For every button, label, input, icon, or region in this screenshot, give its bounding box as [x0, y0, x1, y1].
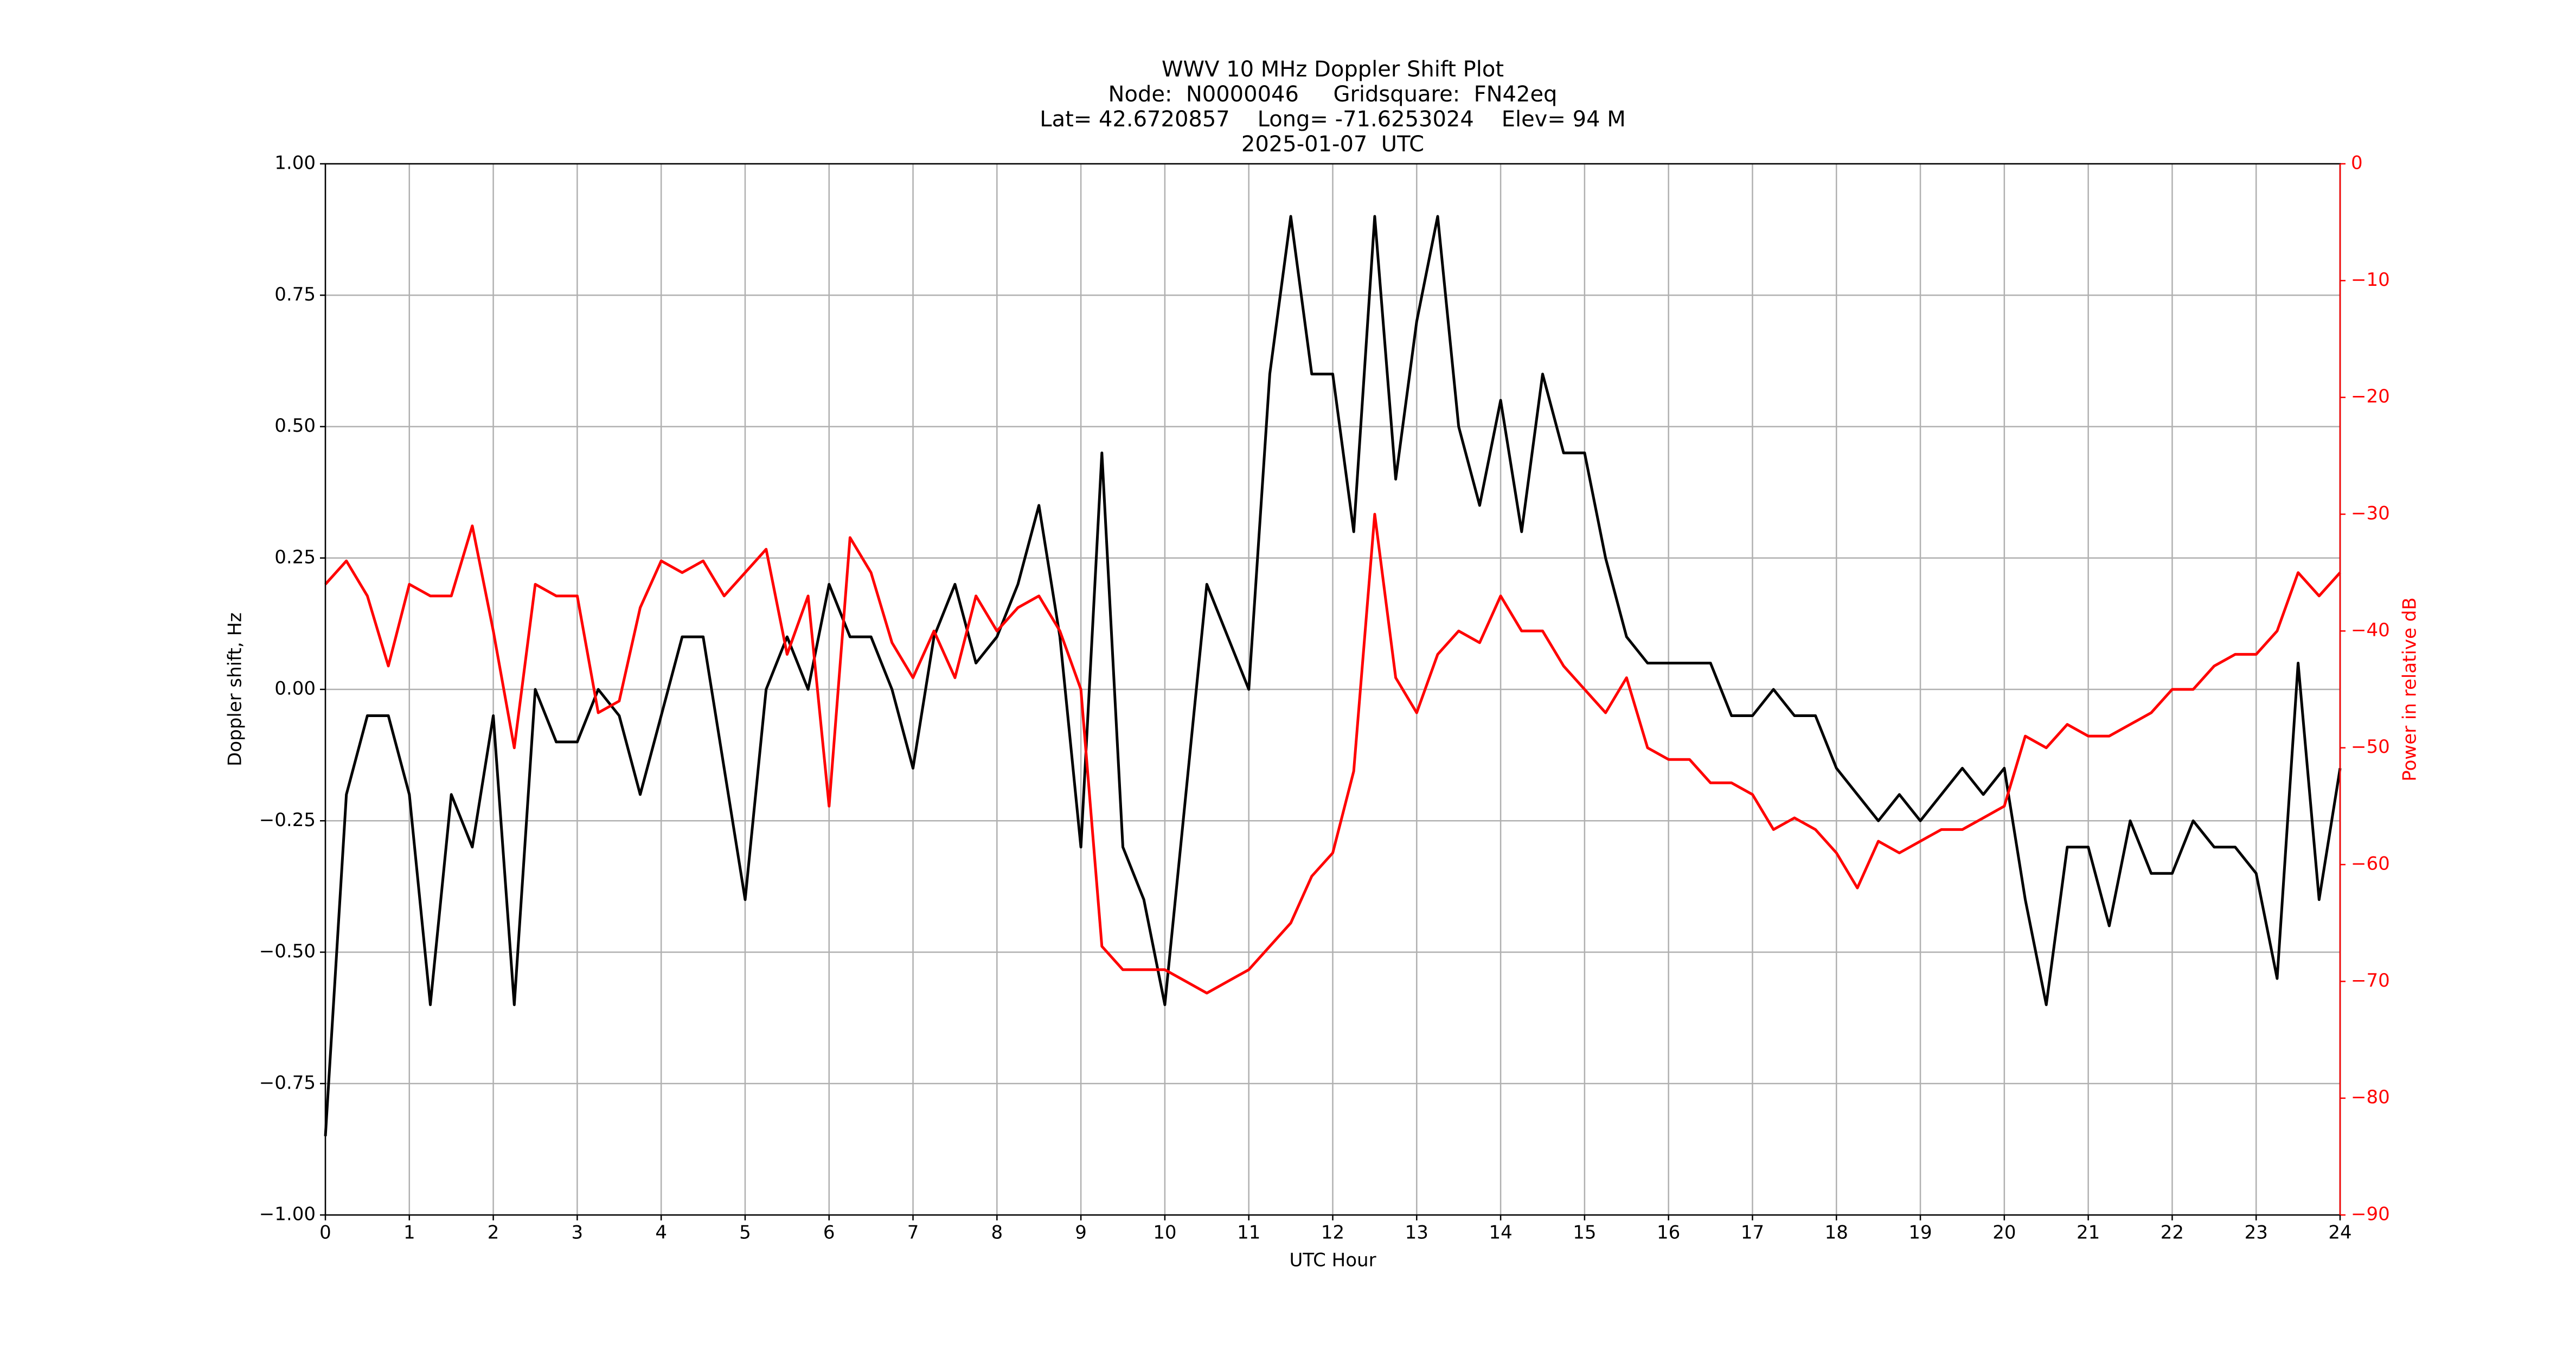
y2-tick-label: −70 — [2351, 970, 2390, 992]
y-tick-label: 0.50 — [274, 415, 316, 437]
y-tick-label: −0.25 — [259, 809, 316, 831]
y-tick-label: 0.75 — [274, 284, 316, 305]
x-tick-label: 8 — [991, 1222, 1003, 1244]
chart-title: 2025-01-07 UTC — [1241, 132, 1424, 157]
chart-title: WWV 10 MHz Doppler Shift Plot — [1162, 57, 1504, 82]
y2-tick-label: −60 — [2351, 853, 2390, 875]
y2-tick-label: −20 — [2351, 386, 2390, 407]
x-tick-label: 21 — [2077, 1222, 2100, 1244]
y-tick-label: −0.75 — [259, 1072, 316, 1093]
x-tick-label: 10 — [1153, 1222, 1176, 1244]
y2-tick-label: −10 — [2351, 269, 2390, 291]
x-tick-label: 11 — [1237, 1222, 1260, 1244]
x-tick-label: 6 — [823, 1222, 835, 1244]
chart-title: Node: N0000046 Gridsquare: FN42eq — [1108, 82, 1558, 107]
data-line — [324, 215, 2342, 1136]
x-tick-label: 16 — [1657, 1222, 1680, 1244]
x-tick-label: 7 — [907, 1222, 919, 1244]
x-tick-label: 1 — [403, 1222, 415, 1244]
x-tick-label: 18 — [1825, 1222, 1848, 1244]
y-tick-label: −0.50 — [259, 941, 316, 962]
x-tick-label: 9 — [1075, 1222, 1087, 1244]
x-tick-label: 20 — [1992, 1222, 2016, 1244]
y2-tick-label: −30 — [2351, 503, 2390, 525]
y-axis-label: Doppler shift, Hz — [225, 612, 246, 766]
x-tick-label: 24 — [2328, 1222, 2351, 1244]
chart-title: Lat= 42.6720857 Long= -71.6253024 Elev= … — [1040, 107, 1625, 132]
y-tick-label: 0.00 — [274, 678, 316, 700]
y2-axis-label: Power in relative dB — [2399, 597, 2421, 781]
x-tick-label: 22 — [2161, 1222, 2184, 1244]
y-tick-label: 0.25 — [274, 546, 316, 568]
x-tick-label: 19 — [1908, 1222, 1932, 1244]
x-tick-label: 3 — [572, 1222, 584, 1244]
y2-tick-label: −50 — [2351, 736, 2390, 758]
y2-tick-label: −80 — [2351, 1086, 2390, 1108]
y2-tick-label: 0 — [2351, 152, 2363, 174]
y-tick-label: −1.00 — [259, 1204, 316, 1225]
y2-tick-label: −90 — [2351, 1204, 2390, 1225]
x-tick-label: 13 — [1405, 1222, 1428, 1244]
x-tick-label: 17 — [1741, 1222, 1764, 1244]
x-tick-label: 12 — [1321, 1222, 1344, 1244]
y-tick-label: 1.00 — [274, 152, 316, 174]
x-tick-label: 15 — [1573, 1222, 1596, 1244]
x-tick-label: 0 — [319, 1222, 331, 1244]
y2-tick-label: −40 — [2351, 619, 2390, 641]
x-tick-label: 4 — [655, 1222, 667, 1244]
x-tick-label: 14 — [1489, 1222, 1512, 1244]
x-tick-label: 2 — [488, 1222, 499, 1244]
x-axis-label: UTC Hour — [1289, 1250, 1376, 1271]
x-tick-label: 23 — [2245, 1222, 2268, 1244]
x-tick-label: 5 — [739, 1222, 751, 1244]
data-line — [324, 513, 2341, 995]
